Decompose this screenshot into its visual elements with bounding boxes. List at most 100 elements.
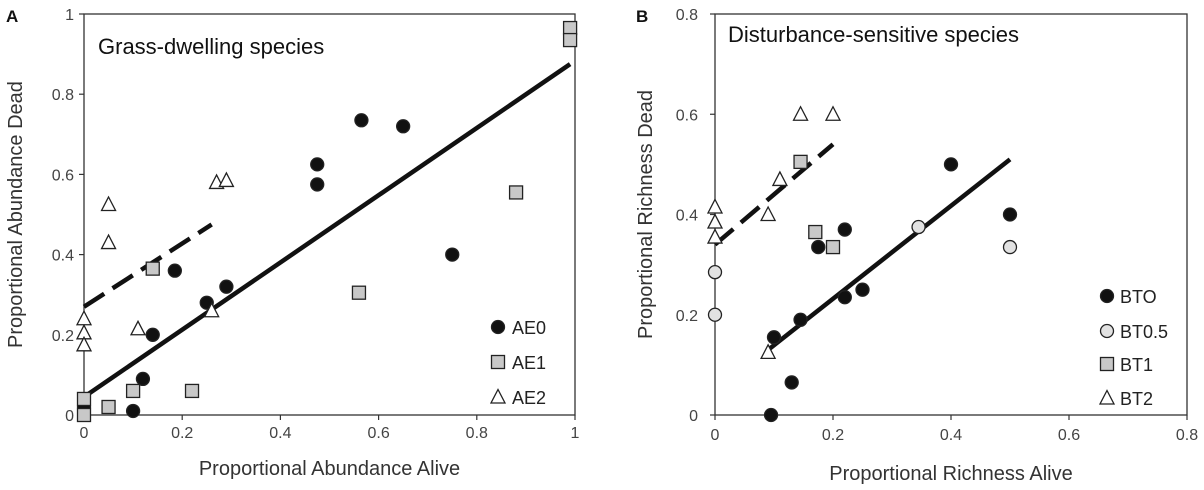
legend-marker (490, 354, 506, 370)
x-tick-label: 0.4 (269, 425, 291, 442)
data-point-bt2 (824, 105, 842, 121)
x-axis-label: Proportional Abundance Alive (199, 458, 460, 480)
data-point-ae2 (75, 335, 93, 352)
y-axis-label: Proportional Richness Dead (635, 90, 657, 339)
data-point-ae0 (395, 119, 411, 134)
x-tick-label: 0.4 (940, 427, 962, 444)
data-point-bt05 (1002, 239, 1018, 255)
data-point-ae1 (508, 185, 524, 200)
data-point-bt2 (792, 105, 809, 121)
panel-label: A (6, 7, 18, 26)
data-point-ae1 (562, 32, 578, 48)
y-tick-label: 1 (65, 7, 74, 24)
data-point-ae0 (445, 247, 460, 262)
plot-frame (714, 13, 1188, 416)
x-tick-label: 0 (711, 427, 720, 444)
legend-marker (489, 388, 507, 404)
legend-label: BTO (1120, 287, 1157, 307)
legend-label: BT0.5 (1120, 322, 1168, 342)
trendline-solid (82, 62, 572, 399)
y-tick-label: 0.2 (676, 308, 698, 325)
x-tick-label: 0.6 (1058, 427, 1080, 444)
data-point-bt2 (760, 205, 777, 222)
trendline-dashed (713, 142, 835, 247)
x-tick-label: 0.2 (822, 427, 844, 444)
data-point-bt2 (706, 228, 724, 244)
data-point-bto (855, 282, 870, 297)
y-tick-label: 0.8 (52, 87, 74, 104)
x-tick-label: 0.2 (171, 425, 193, 442)
data-point-bto (811, 239, 826, 255)
y-tick-label: 0.4 (52, 248, 74, 265)
legend-label: BT1 (1120, 355, 1153, 375)
data-point-bt1 (793, 154, 808, 170)
legend-marker (490, 319, 506, 335)
data-point-ae2 (75, 309, 93, 326)
data-point-bto (793, 312, 808, 327)
data-point-ae0 (145, 327, 160, 342)
y-tick-label: 0 (689, 408, 698, 425)
data-point-bt2 (706, 198, 724, 214)
data-point-ae2 (100, 195, 117, 212)
data-point-ae0 (354, 113, 369, 128)
data-point-ae0 (125, 403, 141, 419)
x-tick-label: 0.6 (367, 425, 389, 442)
legend-label: BT2 (1120, 389, 1153, 409)
data-point-bt2 (771, 170, 788, 187)
data-point-bt2 (706, 213, 724, 229)
data-point-ae1 (145, 261, 160, 276)
chart-title: Disturbance-sensitive species (728, 22, 1019, 47)
data-point-ae1 (101, 399, 116, 415)
legend-marker (1099, 323, 1115, 339)
data-point-ae1 (184, 383, 200, 399)
x-axis-label: Proportional Richness Alive (829, 463, 1072, 485)
data-point-bt1 (825, 239, 841, 255)
data-point-ae1 (562, 20, 578, 36)
chart-panel-b: 0 0.2 0.4 0.6 0.8 0 0.2 0.4 0.6 0.8 Proportional R… (635, 7, 1198, 485)
legend-marker (1099, 356, 1115, 372)
data-point-bt05 (911, 219, 926, 235)
data-point-ae1 (76, 391, 92, 407)
data-point-bt2 (760, 343, 777, 359)
data-point-ae0 (310, 177, 325, 192)
legend-label: AE0 (512, 318, 546, 338)
data-point-bt05 (707, 264, 723, 280)
x-tick-label: 1 (571, 425, 580, 442)
data-point-bt1 (808, 224, 823, 240)
x-tick-label: 0.8 (1176, 427, 1198, 444)
plot-frame (83, 13, 576, 416)
data-point-ae2 (129, 319, 147, 336)
data-point-bto (943, 157, 959, 172)
data-point-bto (766, 330, 782, 345)
data-point-ae2 (100, 233, 117, 250)
data-point-ae0 (135, 371, 151, 387)
legend-label: AE1 (512, 353, 546, 373)
data-point-bto (763, 407, 779, 423)
y-tick-label: 0.8 (676, 7, 698, 24)
y-tick-label: 0.4 (676, 208, 698, 225)
data-point-ae1 (351, 285, 367, 300)
legend-marker (1098, 389, 1116, 405)
data-point-bto (837, 222, 852, 237)
chart-title: Grass-dwelling species (98, 34, 324, 59)
data-point-bto (837, 290, 852, 305)
data-point-ae0 (167, 263, 182, 278)
y-axis-label: Proportional Abundance Dead (5, 81, 27, 348)
data-point-ae1 (76, 407, 92, 423)
data-point-ae0 (219, 279, 234, 294)
chart-panel-a: 0 0.2 0.4 0.6 0.8 1 0 0.2 0.4 0.6 0.8 1 Proportional… (5, 7, 580, 480)
data-point-bt05 (707, 307, 723, 322)
data-point-ae2 (218, 171, 235, 188)
legend-label: AE2 (512, 388, 546, 408)
x-tick-label: 0.8 (466, 425, 488, 442)
panel-label: B (636, 7, 648, 26)
trendline-solid (766, 157, 1012, 352)
y-tick-label: 0.6 (52, 167, 74, 184)
y-tick-label: 0.2 (52, 328, 74, 345)
data-point-ae2 (203, 301, 220, 318)
data-point-ae1 (125, 383, 141, 399)
data-point-ae0 (310, 157, 325, 172)
x-tick-label: 0 (80, 425, 89, 442)
data-point-bto (1002, 207, 1018, 222)
